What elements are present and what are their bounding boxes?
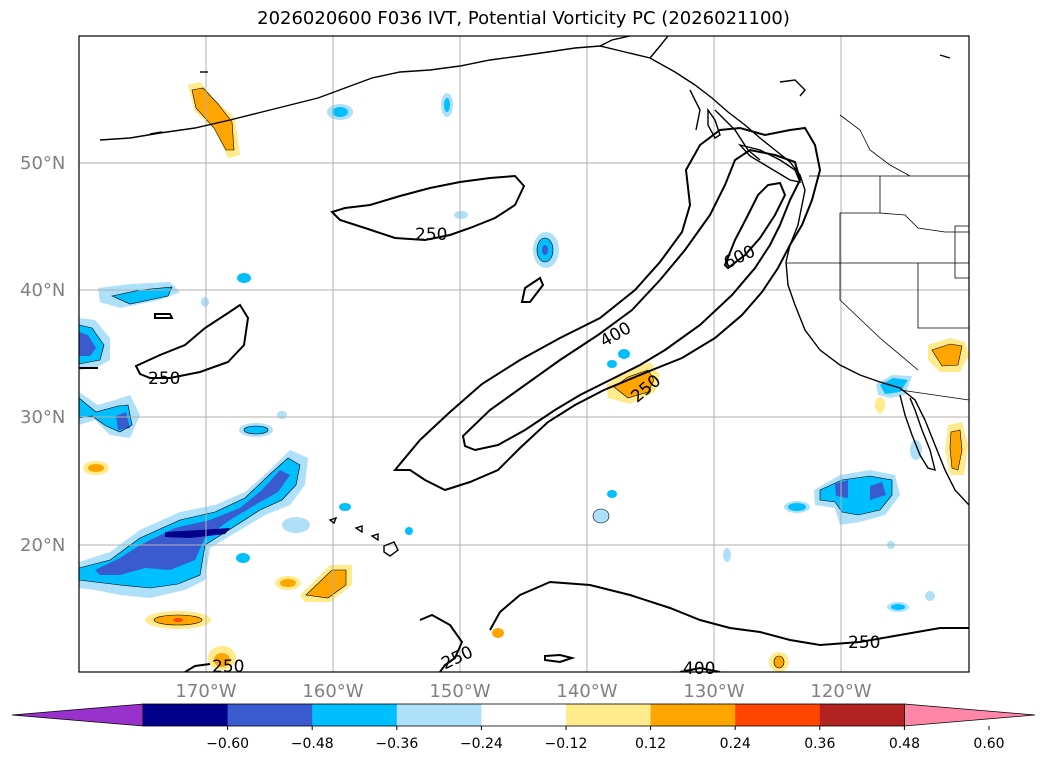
pv-positive-region <box>192 88 234 150</box>
pv-negative-region <box>870 482 886 500</box>
pv-negative-region <box>201 297 209 307</box>
pv-negative-region <box>444 98 450 112</box>
pv-positive-region <box>492 628 504 638</box>
ivt-contours <box>79 126 969 672</box>
colorbar-segment <box>566 704 652 726</box>
colorbar: −0.60 −0.48 −0.36 −0.24 −0.12 0.12 0.24 0.36 0.4… <box>11 703 1036 752</box>
colorbar-extend-min <box>11 703 144 727</box>
colorbar-tick-label: −0.48 <box>291 736 334 752</box>
plot-frame <box>78 35 970 673</box>
lat-label: 30°N <box>20 407 65 428</box>
pv-positive-region <box>932 344 962 366</box>
gridlines <box>79 36 969 672</box>
colorbar-tick-label: 0.60 <box>973 736 1004 752</box>
pv-negative-region <box>332 107 348 117</box>
colorbar-segment <box>735 704 821 726</box>
lon-label: 160°W <box>302 681 363 702</box>
pv-outline-layer <box>79 87 963 669</box>
colorbar-tick-label: −0.12 <box>545 736 588 752</box>
pv-negative-region <box>925 591 935 601</box>
lon-label: 170°W <box>175 681 236 702</box>
pv-negative-region <box>405 527 413 535</box>
pv-negative-region <box>79 332 96 356</box>
pv-positive-region <box>774 656 784 668</box>
colorbar-tick-label: 0.24 <box>720 736 751 752</box>
colorbar-extend-max <box>904 703 1036 727</box>
contour-label: 400 <box>683 659 715 679</box>
colorbar-tick-label: −0.60 <box>206 736 249 752</box>
pv-negative-region <box>339 503 351 511</box>
coastlines <box>99 36 969 557</box>
contour-label: 250 <box>415 225 447 245</box>
colorbar-tick-label: −0.36 <box>375 736 418 752</box>
pv-positive-region <box>875 397 885 413</box>
pv-negative-region <box>95 470 290 575</box>
pv-negative-region <box>618 349 630 359</box>
pv-negative-region <box>237 273 251 283</box>
pv-positive-region <box>214 653 230 667</box>
plot-area <box>79 36 969 672</box>
latitude-labels: 50°N 40°N 30°N 20°N <box>20 153 65 556</box>
colorbar-tick-label: 0.36 <box>804 736 835 752</box>
colorbar-segment <box>650 704 736 726</box>
lat-label: 50°N <box>20 153 65 174</box>
pv-negative-region <box>910 440 922 460</box>
colorbar-tick-label: 0.12 <box>635 736 666 752</box>
pv-negative-region <box>165 528 230 538</box>
pv-negative-region <box>244 426 268 434</box>
colorbar-segment <box>143 704 229 726</box>
colorbar-tick-label: 0.48 <box>889 736 920 752</box>
contour-label: 250 <box>848 633 880 653</box>
pv-negative-region <box>236 553 250 563</box>
pv-positive-region <box>306 570 346 598</box>
lat-label: 20°N <box>20 535 65 556</box>
pv-negative-region <box>607 360 617 368</box>
map-title: 2026020600 F036 IVT, Potential Vorticity… <box>257 8 790 29</box>
contour-label: 250 <box>148 369 180 389</box>
lon-label: 120°W <box>810 681 871 702</box>
pv-negative-region <box>891 604 905 610</box>
lat-label: 40°N <box>20 280 65 301</box>
political-borders <box>786 114 969 401</box>
pv-negative-region <box>282 517 310 533</box>
colorbar-frame <box>142 703 905 727</box>
pv-negative-region <box>607 490 617 498</box>
pv-negative-region <box>593 509 609 523</box>
lon-label: 130°W <box>683 681 744 702</box>
colorbar-segment <box>312 704 398 726</box>
pv-negative-region <box>788 503 806 511</box>
colorbar-segment <box>227 704 313 726</box>
pv-negative-region <box>542 245 548 255</box>
pv-positive-region <box>88 464 104 472</box>
lon-label: 150°W <box>429 681 490 702</box>
pv-negative-region <box>454 211 468 219</box>
pv-positive-region <box>280 579 296 587</box>
colorbar-segment <box>396 704 482 726</box>
pv-positive-region <box>614 370 654 398</box>
pv-negative-region <box>723 548 731 562</box>
pv-positive-region <box>173 618 183 622</box>
contour-label: 250 <box>212 657 244 677</box>
colorbar-segment <box>819 704 905 726</box>
pv-negative-region <box>112 287 172 304</box>
pv-fill-layer <box>79 82 969 672</box>
longitude-labels: 170°W 160°W 150°W 140°W 130°W 120°W <box>175 681 871 702</box>
pv-positive-region <box>950 430 962 470</box>
colorbar-tick-label: −0.24 <box>460 736 503 752</box>
lon-label: 140°W <box>556 681 617 702</box>
pv-negative-region <box>277 411 287 419</box>
colorbar-segment <box>481 704 567 726</box>
